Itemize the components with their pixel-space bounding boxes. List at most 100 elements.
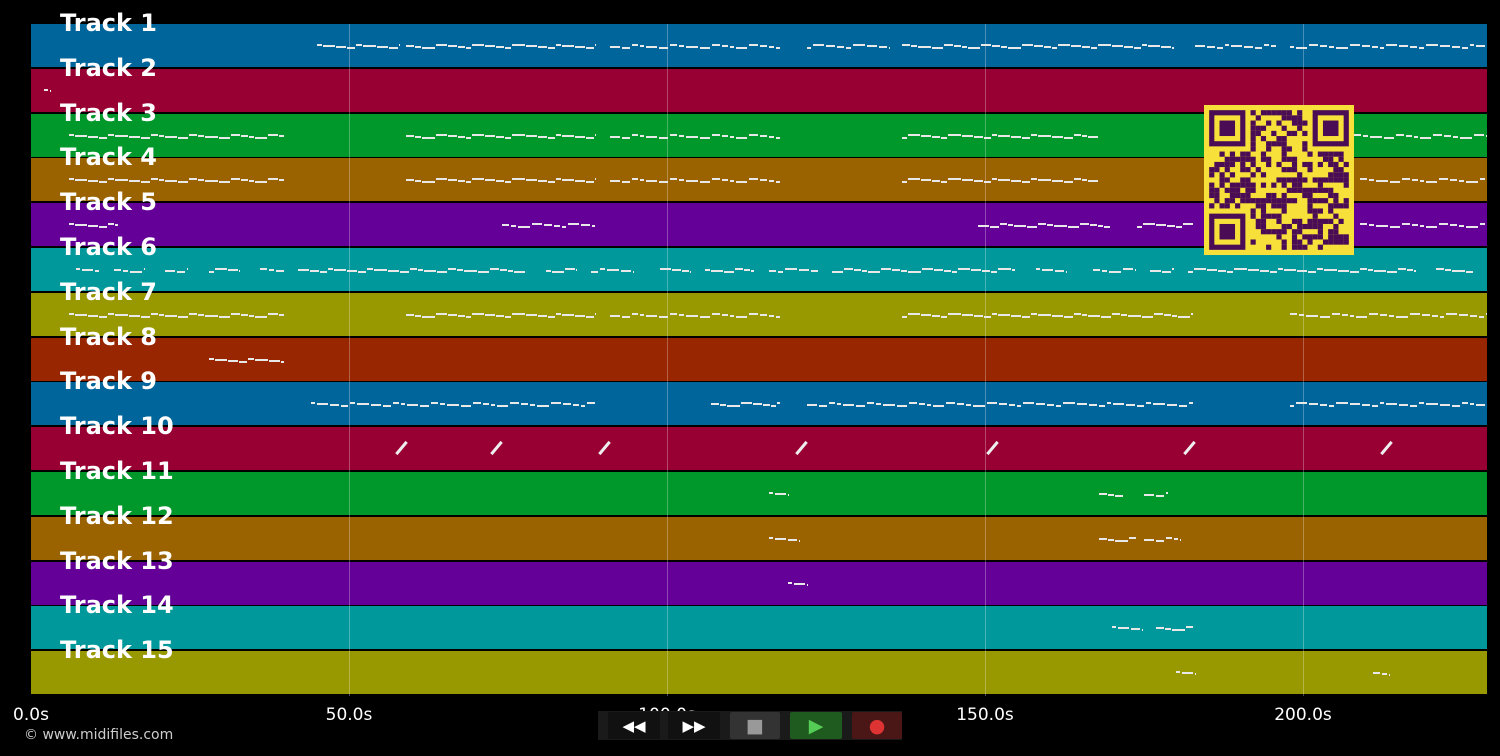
midi-note: [768, 180, 775, 183]
midi-note: [724, 271, 734, 273]
midi-note: [1022, 136, 1030, 139]
rewind-button[interactable]: ◀◀: [608, 712, 660, 739]
midi-note: [1295, 402, 1308, 405]
midi-note: [836, 403, 842, 406]
midi-note: [759, 313, 768, 316]
midi-note: [1248, 269, 1259, 271]
midi-note: [1101, 315, 1111, 318]
midi-note: [806, 404, 818, 407]
midi-note: [241, 134, 248, 137]
midi-note: [1008, 404, 1016, 407]
midi-note: [941, 181, 947, 184]
midi-note: [948, 133, 961, 136]
midi-note: [472, 178, 484, 181]
midi-note: [1227, 271, 1233, 273]
transport-controls: ◀◀ ▶▶ ■ ▶ ●: [598, 711, 902, 740]
midi-note: [1055, 405, 1062, 408]
midi-note: [818, 405, 828, 408]
midi-note: [1297, 270, 1307, 272]
midi-note: [978, 225, 989, 228]
midi-note: [561, 226, 566, 229]
midi-note: [1485, 312, 1487, 315]
midi-note: [99, 315, 107, 318]
midi-note: [99, 226, 107, 229]
midi-note: [436, 44, 447, 46]
midi-note: [1152, 403, 1166, 406]
midi-note: [1419, 180, 1425, 183]
midi-note: [446, 404, 460, 407]
midi-note: [268, 312, 278, 315]
midi-note: [1143, 494, 1155, 496]
midi-note: [1361, 404, 1371, 407]
midi-note: [1388, 314, 1395, 317]
midi-note: [472, 402, 482, 405]
midi-note: [735, 268, 743, 270]
midi-note: [458, 180, 465, 183]
midi-note: [538, 135, 547, 138]
midi-note: [198, 134, 204, 137]
track-lane[interactable]: [31, 427, 1487, 471]
track-lane[interactable]: [31, 651, 1487, 695]
midi-note: [1449, 179, 1458, 182]
track-lane[interactable]: [31, 606, 1487, 650]
midi-note: [621, 136, 631, 139]
midi-note: [108, 312, 114, 315]
track-lane[interactable]: [31, 561, 1487, 605]
play-icon: ▶: [808, 714, 824, 737]
midi-note: [458, 46, 465, 48]
midi-note: [550, 402, 562, 405]
midi-note: [231, 133, 240, 136]
midi-note: [485, 313, 495, 316]
midi-note: [460, 405, 472, 408]
midi-note: [1088, 404, 1098, 407]
midi-note: [1388, 674, 1391, 677]
midi-note: [178, 181, 188, 184]
midi-note: [448, 134, 457, 137]
midi-note: [962, 46, 967, 48]
midi-note: [310, 402, 316, 405]
track-lane[interactable]: [31, 516, 1487, 560]
track-lane[interactable]: [31, 68, 1487, 112]
midi-note: [209, 357, 214, 360]
record-button[interactable]: ●: [852, 712, 902, 739]
midi-note: [658, 136, 669, 139]
midi-note: [962, 134, 973, 137]
play-button[interactable]: ▶: [790, 712, 842, 739]
midi-note: [768, 314, 775, 317]
midi-note: [832, 271, 843, 273]
midi-note: [836, 46, 845, 48]
midi-note: [984, 315, 991, 318]
midi-note: [972, 405, 986, 408]
midi-note: [1191, 312, 1194, 315]
midi-note: [775, 47, 780, 49]
midi-note: [711, 133, 721, 136]
midi-note: [1411, 224, 1419, 227]
midi-note: [888, 47, 890, 49]
midi-note: [986, 402, 998, 405]
midi-note: [1108, 494, 1114, 496]
midi-note: [1038, 223, 1046, 226]
fast-forward-button[interactable]: ▶▶: [668, 712, 720, 739]
midi-note: [645, 46, 658, 48]
midi-note: [621, 181, 631, 184]
midi-note: [552, 271, 564, 273]
midi-note: [268, 178, 278, 181]
midi-note: [1008, 224, 1013, 227]
midi-note: [1409, 312, 1421, 315]
track-lane[interactable]: [31, 472, 1487, 515]
midi-note: [496, 135, 504, 138]
midi-note: [1178, 315, 1190, 318]
stop-button[interactable]: ■: [730, 712, 780, 739]
track-lane[interactable]: [31, 24, 1487, 67]
midi-note: [1194, 673, 1196, 676]
midi-note: [81, 269, 93, 271]
midi-note: [241, 179, 248, 182]
midi-note: [466, 181, 471, 184]
midi-note: [595, 312, 597, 315]
midi-note: [1186, 626, 1193, 629]
midi-note: [512, 44, 525, 46]
track-lane[interactable]: [31, 337, 1487, 381]
midi-note: [1165, 628, 1171, 631]
midi-note: [974, 314, 983, 317]
midi-note: [255, 136, 267, 139]
